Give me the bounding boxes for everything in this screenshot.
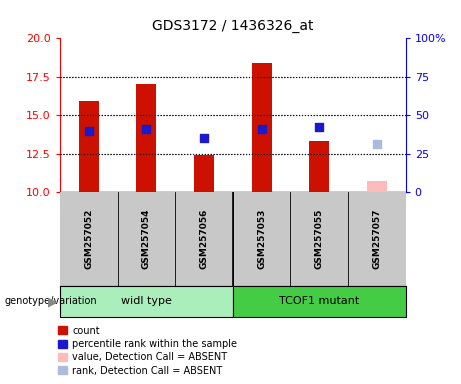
Text: GSM257053: GSM257053 <box>257 209 266 269</box>
Text: GSM257057: GSM257057 <box>372 209 381 269</box>
Legend: count, percentile rank within the sample, value, Detection Call = ABSENT, rank, : count, percentile rank within the sample… <box>56 324 239 378</box>
Point <box>142 126 150 132</box>
Bar <box>194 155 214 192</box>
Bar <box>60 286 233 317</box>
Point <box>373 141 381 147</box>
Text: GSM257055: GSM257055 <box>315 209 324 269</box>
Bar <box>252 63 272 192</box>
Point <box>315 124 323 131</box>
Title: GDS3172 / 1436326_at: GDS3172 / 1436326_at <box>152 19 313 33</box>
Bar <box>79 101 99 192</box>
Point <box>200 135 207 141</box>
Bar <box>233 286 406 317</box>
Text: TCOF1 mutant: TCOF1 mutant <box>279 296 360 306</box>
Text: ▶: ▶ <box>48 295 58 308</box>
Text: GSM257052: GSM257052 <box>84 209 93 269</box>
Text: GSM257054: GSM257054 <box>142 209 151 269</box>
Bar <box>136 84 156 192</box>
Bar <box>367 181 387 192</box>
Text: genotype/variation: genotype/variation <box>5 296 97 306</box>
Point <box>258 126 266 132</box>
Text: GSM257056: GSM257056 <box>200 209 208 269</box>
Bar <box>309 141 329 192</box>
Point <box>85 127 92 134</box>
Text: widl type: widl type <box>121 296 172 306</box>
